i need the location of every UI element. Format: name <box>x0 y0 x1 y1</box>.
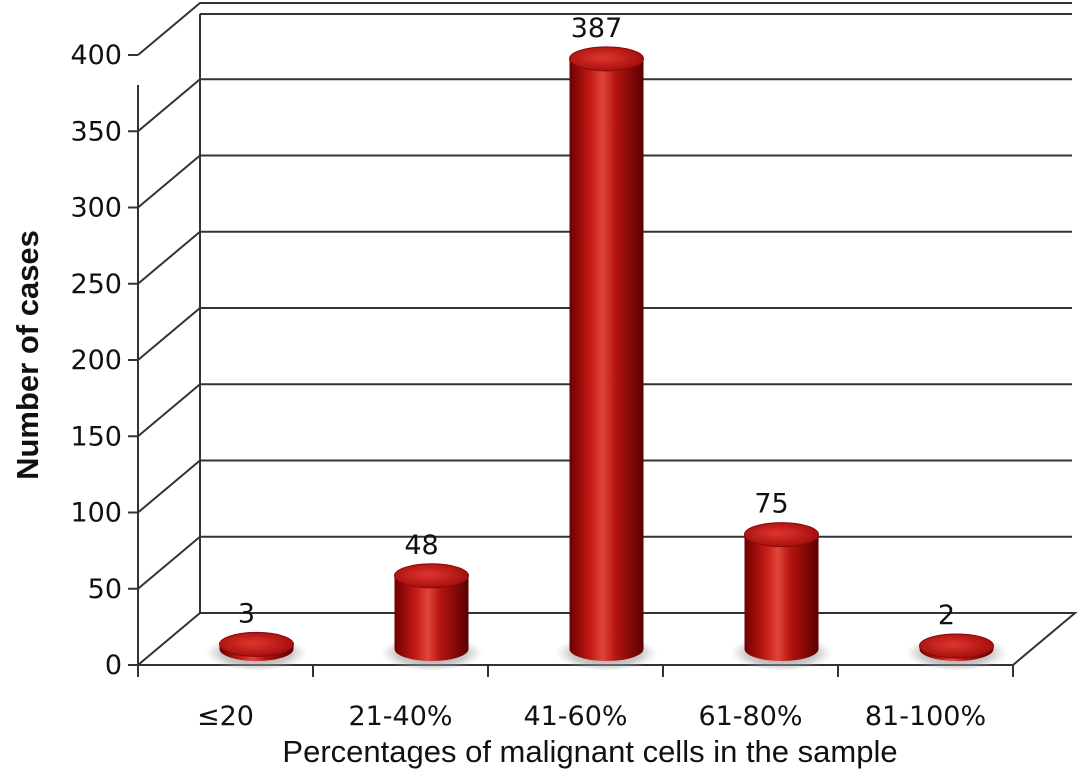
data-label: 387 <box>571 13 623 44</box>
x-tick-label: ≤20 <box>197 701 254 732</box>
y-tick-label: 200 <box>70 345 122 376</box>
data-label: 2 <box>938 600 955 631</box>
y-tick-label: 250 <box>70 269 122 300</box>
y-tick-label: 0 <box>105 650 122 681</box>
x-axis-title: Percentages of malignant cells in the sa… <box>282 734 897 769</box>
y-tick-label: 150 <box>70 421 122 452</box>
y-tick-label: 100 <box>70 498 122 529</box>
x-tick-label: 41-60% <box>523 701 627 732</box>
bar <box>905 633 1008 671</box>
bar <box>730 522 833 671</box>
x-tick-label: 61-80% <box>698 701 802 732</box>
x-tick-label: 21-40% <box>348 701 452 732</box>
bar <box>205 631 308 671</box>
bar <box>380 563 483 671</box>
bar <box>555 46 658 671</box>
data-label: 48 <box>404 530 438 561</box>
x-tick-label: 81-100% <box>865 701 986 732</box>
bars <box>205 46 1008 671</box>
labels: 0 50 100 150 200 250 300 350 400 3 ≤20 48 21-40% 387 4… <box>70 13 986 732</box>
y-tick-label: 350 <box>70 116 122 147</box>
gridline <box>137 2 1072 56</box>
y-axis-title: Number of cases <box>10 230 45 480</box>
y-tick-label: 50 <box>88 574 122 605</box>
y-tick-label: 300 <box>70 193 122 224</box>
data-label: 75 <box>754 489 788 520</box>
y-tick-label: 400 <box>70 40 122 71</box>
data-label: 3 <box>238 598 255 629</box>
